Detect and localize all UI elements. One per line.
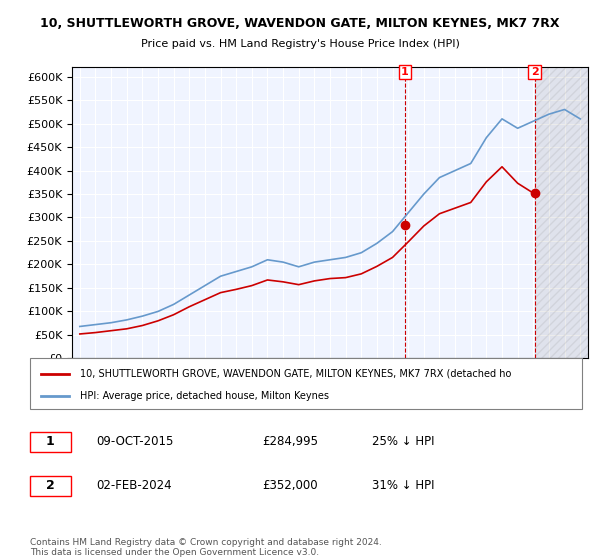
FancyBboxPatch shape xyxy=(30,476,71,496)
Text: Price paid vs. HM Land Registry's House Price Index (HPI): Price paid vs. HM Land Registry's House … xyxy=(140,39,460,49)
Text: Contains HM Land Registry data © Crown copyright and database right 2024.
This d: Contains HM Land Registry data © Crown c… xyxy=(30,538,382,557)
Text: 02-FEB-2024: 02-FEB-2024 xyxy=(96,479,172,492)
Text: 2: 2 xyxy=(46,479,55,492)
Text: 1: 1 xyxy=(401,67,409,77)
Text: £352,000: £352,000 xyxy=(262,479,317,492)
Text: 2: 2 xyxy=(530,67,538,77)
Text: 1: 1 xyxy=(46,435,55,448)
Bar xyxy=(535,67,588,358)
Text: 09-OCT-2015: 09-OCT-2015 xyxy=(96,435,173,448)
FancyBboxPatch shape xyxy=(30,358,582,409)
Text: 25% ↓ HPI: 25% ↓ HPI xyxy=(372,435,435,448)
Text: 31% ↓ HPI: 31% ↓ HPI xyxy=(372,479,435,492)
FancyBboxPatch shape xyxy=(30,432,71,452)
Text: HPI: Average price, detached house, Milton Keynes: HPI: Average price, detached house, Milt… xyxy=(80,391,329,401)
Text: 10, SHUTTLEWORTH GROVE, WAVENDON GATE, MILTON KEYNES, MK7 7RX: 10, SHUTTLEWORTH GROVE, WAVENDON GATE, M… xyxy=(40,17,560,30)
Text: 10, SHUTTLEWORTH GROVE, WAVENDON GATE, MILTON KEYNES, MK7 7RX (detached ho: 10, SHUTTLEWORTH GROVE, WAVENDON GATE, M… xyxy=(80,368,511,379)
Text: £284,995: £284,995 xyxy=(262,435,318,448)
